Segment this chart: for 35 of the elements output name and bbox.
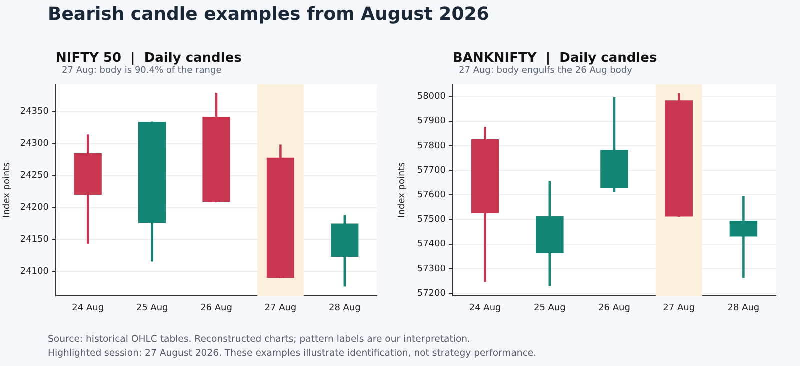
chart-subtitle: 27 Aug: body engulfs the 26 Aug body — [459, 66, 632, 76]
x-tick-label: 26 Aug — [200, 304, 232, 314]
y-axis-title: Index points — [2, 162, 13, 218]
y-tick-label: 57700 — [417, 166, 446, 176]
source-note: Source: historical OHLC tables. Reconstructed charts; pattern labels are our interpretation. — [48, 334, 470, 345]
y-axis-title: Index points — [398, 162, 408, 218]
y-tick-label: 57200 — [417, 288, 446, 299]
x-tick-label: 27 Aug — [264, 304, 297, 314]
y-tick-label: 57400 — [417, 240, 446, 250]
y-tick-label: 24150 — [20, 235, 50, 246]
y-tick-label: 57900 — [417, 116, 446, 127]
y-tick-label: 57600 — [417, 190, 446, 200]
chart-subtitle: 27 Aug: body is 90.4% of the range — [62, 66, 222, 76]
x-tick-label: 28 Aug — [328, 304, 361, 314]
x-tick-label: 28 Aug — [728, 304, 760, 314]
y-tick-label: 57300 — [417, 264, 446, 274]
y-tick-label: 24300 — [20, 139, 50, 150]
candlestick — [730, 196, 758, 278]
x-tick-label: 25 Aug — [136, 304, 168, 314]
x-tick-label: 24 Aug — [72, 304, 104, 314]
chart-title: BANKNIFTY | Daily candles — [453, 51, 658, 66]
chart-title: NIFTY 50 | Daily candles — [56, 51, 242, 66]
y-tick-label: 58000 — [417, 92, 446, 102]
text: Bearish candle examples from August 2026 — [48, 4, 490, 25]
y-tick-label: 24250 — [20, 171, 50, 182]
x-tick-label: 26 Aug — [598, 304, 630, 314]
x-tick-label: 27 Aug — [663, 304, 696, 314]
y-tick-label: 57500 — [417, 215, 446, 226]
y-tick-label: 24350 — [20, 107, 50, 118]
x-tick-label: 24 Aug — [469, 304, 502, 314]
y-tick-label: 57800 — [417, 141, 446, 152]
y-tick-label: 24100 — [20, 267, 50, 278]
x-tick-label: 25 Aug — [534, 304, 566, 314]
y-tick-label: 24200 — [20, 203, 50, 214]
text: Highlighted session: 27 August 2026. These examples illustrate identification, not strategy performance. — [48, 348, 537, 359]
